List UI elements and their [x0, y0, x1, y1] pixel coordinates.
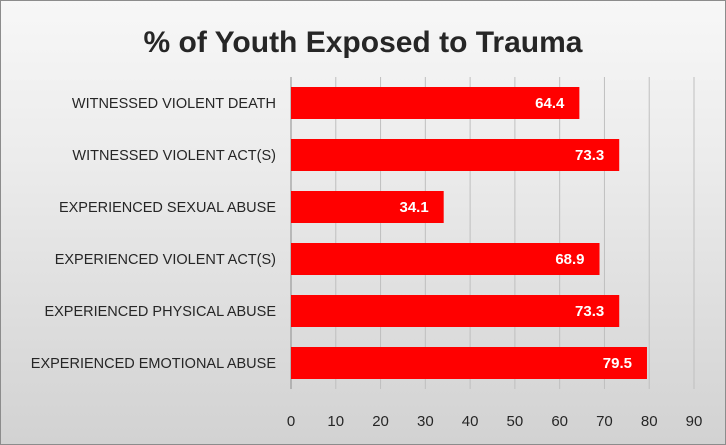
- x-tick-label-40: 40: [462, 413, 479, 430]
- bar-6: [291, 347, 647, 379]
- data-label-1: 64.4: [535, 95, 565, 112]
- bar-1: [291, 87, 580, 119]
- x-tick-label-50: 50: [507, 413, 524, 430]
- x-tick-label-30: 30: [417, 413, 434, 430]
- x-tick-label-90: 90: [686, 413, 703, 430]
- category-label-6: EXPERIENCED EMOTIONAL ABUSE: [31, 356, 277, 372]
- bars: [291, 87, 647, 379]
- bar-2: [291, 139, 620, 171]
- category-label-2: WITNESSED VIOLENT ACT(S): [72, 148, 276, 164]
- category-label-4: EXPERIENCED VIOLENT ACT(S): [55, 252, 276, 268]
- data-label-4: 68.9: [555, 251, 584, 268]
- data-label-3: 34.1: [399, 199, 428, 216]
- x-tick-label-80: 80: [641, 413, 658, 430]
- bar-5: [291, 295, 620, 327]
- x-axis-tick-labels: 0 10 20 30 40 50 60 70 80 90: [287, 413, 703, 430]
- bar-4: [291, 243, 600, 275]
- x-tick-label-60: 60: [551, 413, 568, 430]
- category-label-5: EXPERIENCED PHYSICAL ABUSE: [44, 304, 276, 320]
- category-label-1: WITNESSED VIOLENT DEATH: [72, 96, 276, 112]
- data-label-2: 73.3: [575, 147, 604, 164]
- data-labels: 64.4 73.3 34.1 68.9 73.3 79.5: [399, 95, 631, 372]
- x-tick-label-0: 0: [287, 413, 295, 430]
- category-label-3: EXPERIENCED SEXUAL ABUSE: [59, 200, 276, 216]
- data-label-5: 73.3: [575, 303, 604, 320]
- chart-title: % of Youth Exposed to Trauma: [144, 26, 583, 59]
- bar-3: [291, 191, 444, 223]
- x-tick-label-20: 20: [372, 413, 389, 430]
- x-tick-label-70: 70: [596, 413, 613, 430]
- gridlines: [290, 77, 695, 389]
- category-labels: WITNESSED VIOLENT DEATH WITNESSED VIOLENT…: [31, 96, 277, 372]
- data-label-6: 79.5: [603, 355, 632, 372]
- x-tick-label-10: 10: [327, 413, 344, 430]
